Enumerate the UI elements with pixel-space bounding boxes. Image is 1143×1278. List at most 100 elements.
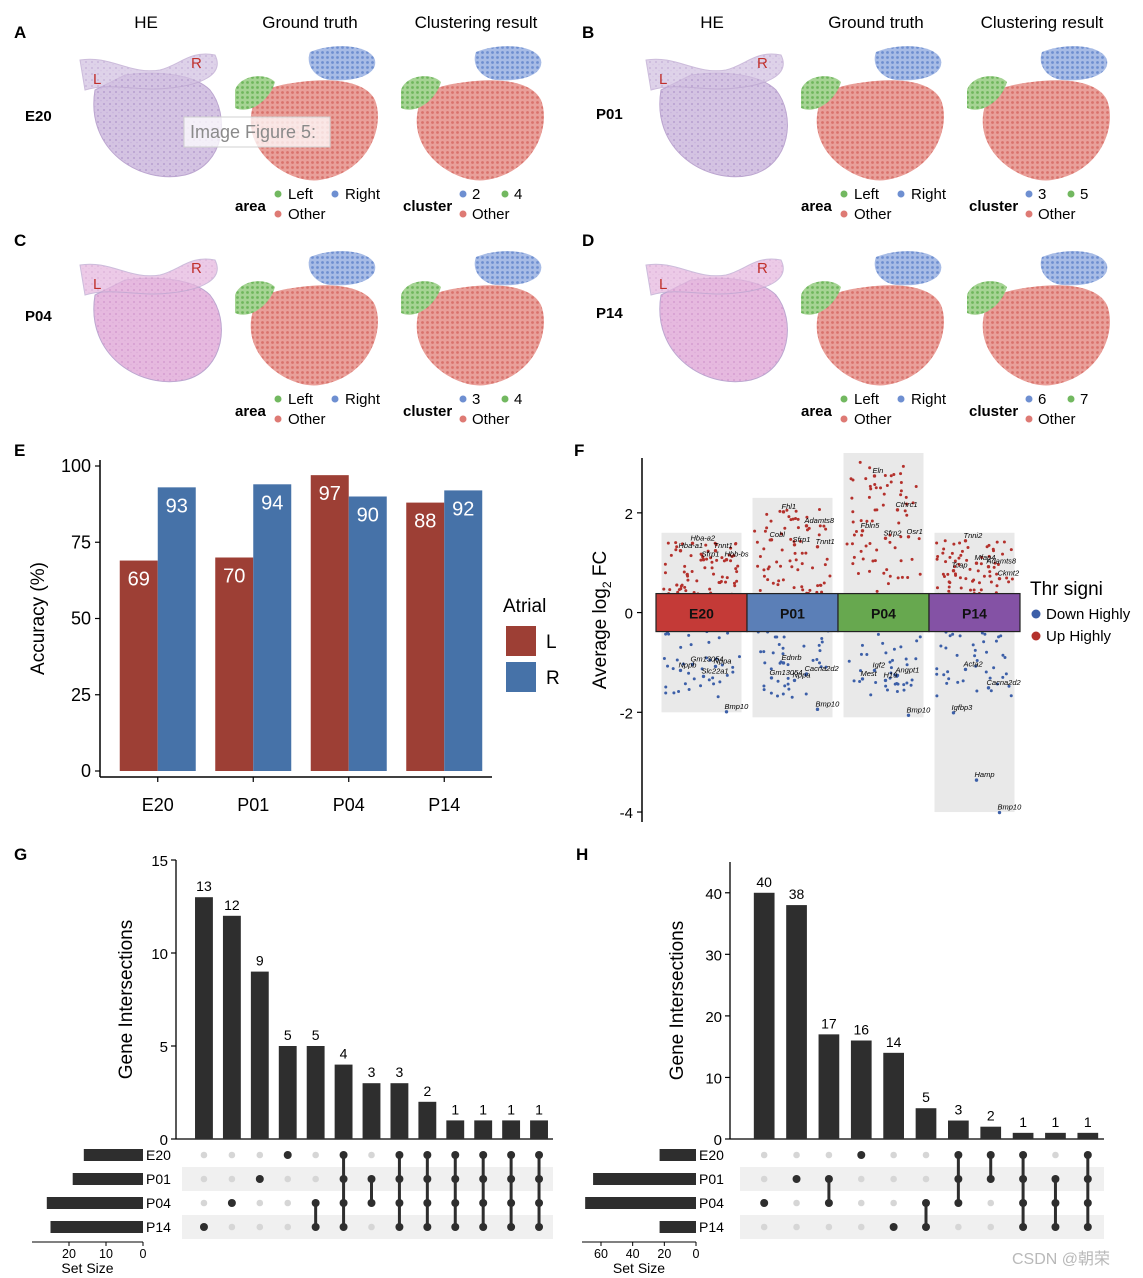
up-gene-point [943,539,947,543]
up-gene-point [906,575,910,579]
down-gene-point [935,672,939,676]
clustering-map [967,251,1110,386]
down-gene-point [984,670,988,674]
down-gene-point [992,666,996,670]
y-tick-label: 0 [81,761,91,781]
region-right [1040,46,1108,81]
group-box-e20 [655,592,748,633]
legend-cluster-a-swatch [1025,395,1033,403]
legend-cluster-other-swatch [1025,210,1033,218]
gene-label: Hamp [975,770,995,779]
up-gene-point [868,569,872,573]
up-gene-point [798,539,802,543]
set-size-tick-label: 60 [594,1247,608,1261]
up-gene-point [965,558,969,562]
group-label-p01: P01 [780,606,805,622]
up-gene-point [756,564,760,568]
up-gene-point [935,541,939,545]
up-gene-point [695,579,699,583]
set-label: P14 [146,1219,171,1235]
set-label: P04 [146,1195,171,1211]
labeled-gene-point [883,536,888,540]
up-gene-point [779,564,783,568]
set-label: E20 [146,1147,171,1163]
down-gene-point [910,678,914,682]
up-gene-point [845,542,849,546]
y-axis-title: Gene Intersections [667,921,688,1080]
intersection-bar [390,1083,409,1139]
matrix-dot-filled [792,1175,801,1183]
down-gene-point [881,641,885,645]
legend-area-title: area [801,403,833,420]
down-gene-point [918,635,922,639]
intersection-bar [530,1120,548,1139]
labeled-gene-point [804,524,809,528]
down-gene-point [664,685,668,689]
down-gene-point [956,680,960,684]
legend-other-label: Other [288,411,326,428]
up-gene-point [905,502,909,506]
intersection-bar [222,915,241,1139]
up-gene-point [904,495,908,499]
up-gene-point [899,480,903,484]
intersection-count: 3 [368,1064,376,1080]
matrix-dot-empty [312,1151,319,1159]
intersection-count: 9 [256,953,264,969]
down-gene-point [858,679,862,683]
down-gene-point [818,661,822,665]
matrix-dot-empty [825,1223,833,1231]
down-gene-point [712,682,716,686]
intersection-count: 16 [853,1022,869,1038]
region-other [250,285,378,386]
up-gene-point [851,510,855,514]
matrix-dot-empty [890,1175,897,1183]
down-gene-point [946,670,950,674]
up-gene-point [875,548,879,552]
gene-label: Nppa [793,670,811,679]
down-gene-point [787,687,791,691]
gene-label: Hbb-bs [725,550,749,559]
down-gene-point [888,660,892,664]
up-gene-point [897,521,901,525]
matrix-dot-empty [368,1151,375,1159]
gene-label: Cacna2d2 [805,664,840,673]
up-gene-point [669,553,673,557]
down-gene-point [888,676,892,680]
legend-other-swatch [840,415,848,423]
labeled-gene-point [678,668,683,673]
legend-right-label: Right [345,186,381,203]
up-gene-point [959,553,963,557]
legend-swatch [1031,609,1041,619]
down-gene-point [985,650,989,654]
intersection-count: 17 [821,1015,837,1031]
up-gene-point [817,508,821,512]
labeled-gene-point [724,558,729,562]
up-gene-point [706,549,710,553]
labeled-gene-point [860,677,865,681]
up-gene-point [793,551,797,555]
down-gene-point [989,689,993,693]
up-gene-point [685,573,689,577]
labeled-gene-point [701,674,706,679]
down-gene-point [781,646,785,650]
intersection-bar [1012,1132,1034,1139]
down-gene-point [892,647,896,651]
matrix-dot-empty [987,1199,995,1207]
down-gene-point [818,649,822,653]
sample-label: P14 [596,305,623,322]
down-gene-point [995,682,999,686]
matrix-dot-empty [284,1175,292,1183]
he-marker-right: R [191,55,202,72]
down-gene-point [811,658,815,662]
panel-letter-b: B [582,23,594,42]
down-gene-point [945,681,949,685]
down-gene-point [935,694,939,698]
clustering-map [401,251,544,386]
legend-right-swatch [897,395,905,403]
up-gene-point [765,512,769,516]
down-gene-point [720,663,724,667]
column-title-clustering-result: Clustering result [415,13,538,32]
gene-label: Igfbp3 [952,703,974,712]
down-gene-point [947,677,951,681]
group-box-p14 [928,592,1021,633]
